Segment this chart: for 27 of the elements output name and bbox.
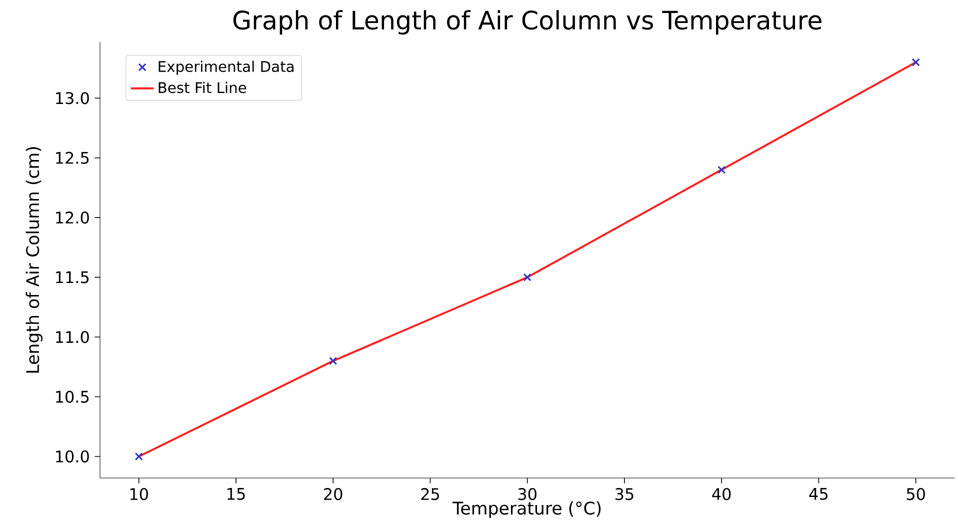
x-tick-label: 20: [324, 488, 342, 500]
x-tick-label: 40: [712, 488, 731, 500]
y-tick-label: 12.5: [56, 152, 89, 164]
x-axis-title: Temperature (°C): [452, 501, 601, 518]
point: [134, 452, 143, 461]
y-tick-label: 11.5: [56, 271, 89, 284]
legend-label: Experimental Data: [158, 60, 294, 75]
x-tick-label: 15: [228, 488, 245, 500]
line-series: [138, 61, 917, 458]
y-tick-label: 10.0: [56, 450, 89, 463]
point: [912, 58, 920, 66]
x-tick-label: 25: [421, 488, 439, 500]
x-tick-label: 45: [809, 488, 828, 500]
x-tick-label: 50: [906, 488, 925, 500]
x-tick-label: 30: [518, 488, 536, 500]
y-axis-title: Length of Air Column (cm): [26, 147, 43, 373]
point: [717, 166, 726, 174]
x-tick-label: 10: [130, 488, 148, 500]
y-tick-label: 13.0: [56, 92, 89, 104]
chart-title: Graph of Length of Air Column vs Temperature: [233, 10, 822, 35]
point: [328, 356, 338, 366]
y-tick-label: 11.0: [56, 330, 89, 344]
legend-label: Best Fit Line: [158, 82, 246, 94]
point: [523, 273, 532, 282]
y-tick-label: 10.5: [56, 390, 89, 403]
y-tick-label: 12.0: [56, 212, 89, 224]
x-tick-label: 35: [615, 488, 634, 500]
